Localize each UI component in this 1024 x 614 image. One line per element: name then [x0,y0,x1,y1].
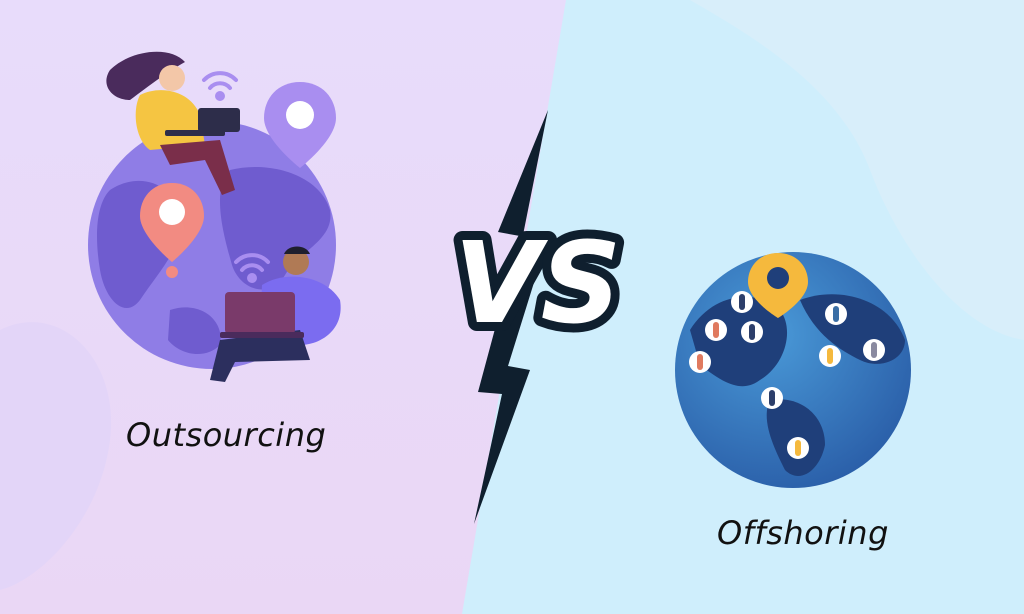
offshoring-globe-group [675,252,911,488]
person-marker-icon [825,303,847,325]
person-marker-icon [863,339,885,361]
person-marker-icon [819,345,841,367]
wifi-icon [202,71,238,101]
offshoring-caption: Offshoring [717,514,889,552]
person-marker-icon [741,321,763,343]
person-marker-icon [705,319,727,341]
outsourcing-globe-group [88,51,341,382]
person-marker-icon [787,437,809,459]
person-marker-icon [761,387,783,409]
lightning-divider [474,110,548,524]
globe-continent [219,166,331,290]
globe-continent [168,307,221,355]
location-pin-icon [264,82,336,168]
vs-label: VS [454,219,621,349]
person-marker-icon [689,351,711,373]
right-background-shape [690,0,1024,340]
person-marker-icon [731,291,753,313]
location-pin-icon [748,253,808,318]
left-background-blob [0,322,112,590]
vs-outline: VS [454,219,621,349]
man-with-laptop-figure [210,246,341,382]
outsourcing-caption: Outsourcing [126,416,327,454]
location-pin-icon [140,183,204,278]
woman-with-laptop-figure [106,51,240,195]
vs-emblem: VS VS [445,210,630,358]
wifi-icon [234,253,270,283]
